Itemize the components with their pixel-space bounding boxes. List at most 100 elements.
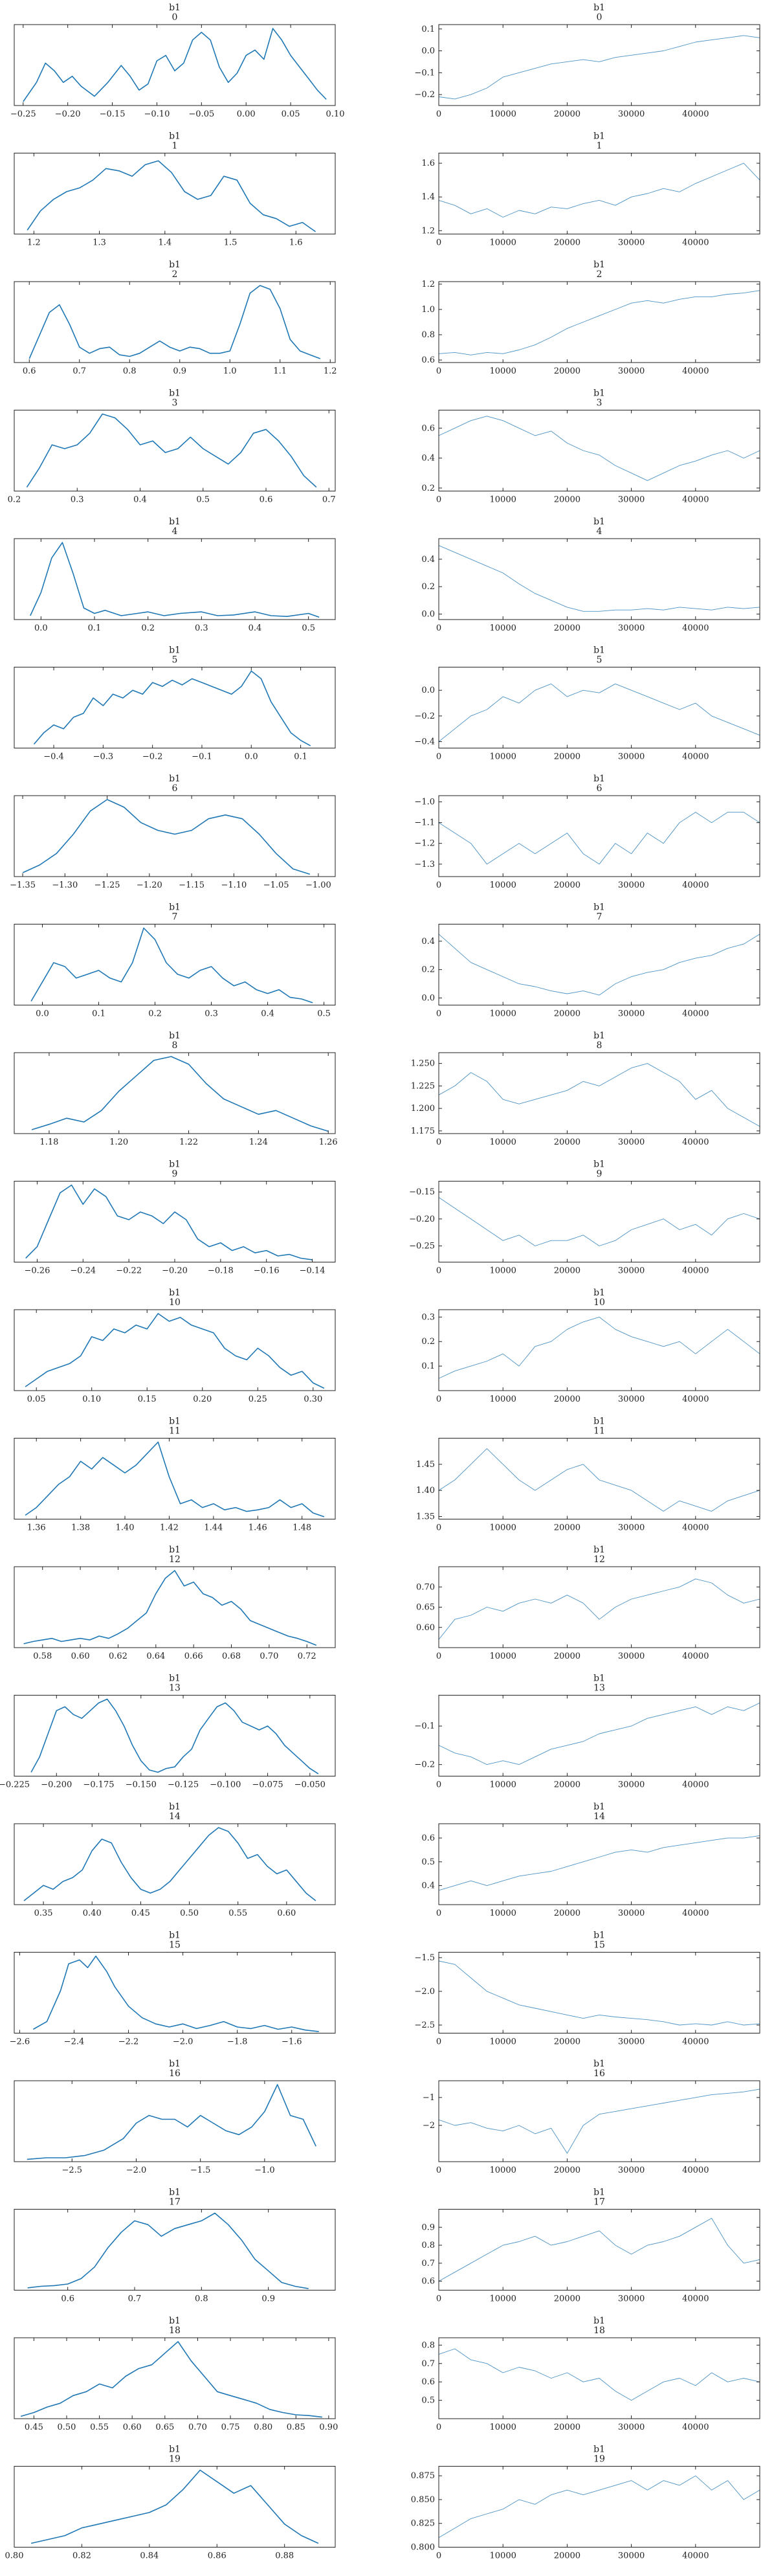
panel-title-line: 10 — [593, 1297, 605, 1308]
panel-title-line: 11 — [593, 1426, 605, 1437]
density-curve — [23, 28, 327, 102]
panel-title-line: 2 — [172, 269, 178, 280]
trace-line — [438, 1835, 760, 1891]
y-tick-label: 0.6 — [421, 1833, 435, 1843]
x-tick-label: 20000 — [554, 2551, 581, 2561]
x-tick-label: 30000 — [618, 623, 645, 633]
x-tick-label: 0 — [436, 880, 441, 890]
density-panel-6: b16 −1.35 −1.30 −1.25 −1.20 −1.15 −1.10 −1.05 −1… — [10, 774, 336, 890]
density-panel-9: b19 −0.26 −0.24 −0.22 −0.20 −0.18 −0.16 −0.14 — [14, 1159, 336, 1276]
x-tick-label: 20000 — [554, 2037, 581, 2047]
x-tick-label: 1.22 — [179, 1137, 198, 1147]
x-tick-label: 30000 — [618, 2294, 645, 2304]
x-tick-label: 10000 — [490, 2423, 516, 2432]
x-tick-label: −2.6 — [10, 2037, 30, 2047]
panel-title-line: b1 — [169, 388, 181, 399]
x-tick-label: 40000 — [682, 752, 709, 762]
x-tick-label: 0 — [436, 1523, 441, 1533]
x-tick-label: −0.24 — [70, 1266, 96, 1276]
density-panel-3: b13 0.2 0.3 0.4 0.5 0.6 0.7 — [8, 388, 336, 505]
panel-title-line: b1 — [169, 1802, 181, 1812]
panel-title-line: b1 — [169, 1545, 181, 1555]
x-tick-label: 0.72 — [298, 1652, 316, 1661]
x-tick-label: 10000 — [490, 109, 516, 119]
axes-frame — [14, 1566, 336, 1648]
y-tick-label: 1.225 — [411, 1081, 435, 1091]
x-tick-label: −1.00 — [305, 880, 331, 890]
x-tick-label: 0 — [436, 752, 441, 762]
x-tick-label: 20000 — [554, 623, 581, 633]
density-curve — [27, 2212, 309, 2289]
x-tick-label: −2.4 — [64, 2037, 85, 2047]
y-tick-label: 0.8 — [421, 2340, 435, 2350]
x-tick-label: 0 — [436, 2551, 441, 2561]
x-tick-label: 10000 — [490, 2551, 516, 2561]
panel-title-line: 1 — [172, 141, 178, 151]
x-tick-label: 0.4 — [261, 1009, 274, 1019]
y-tick-label: 0.8 — [421, 2241, 435, 2250]
panel-title-line: b1 — [593, 2445, 605, 2455]
panel-title-line: 14 — [169, 1811, 181, 1822]
x-tick-label: 20000 — [554, 1266, 581, 1276]
panel-title-line: b1 — [593, 1417, 605, 1427]
x-tick-label: −0.150 — [126, 1780, 157, 1790]
x-tick-label: −1.30 — [52, 880, 78, 890]
y-tick-label: 0.4 — [421, 555, 435, 565]
trace-line — [438, 1578, 760, 1640]
panel-title-line: 15 — [169, 1940, 181, 1951]
axes-frame — [438, 1695, 760, 1776]
x-tick-label: 0.10 — [326, 109, 345, 119]
x-tick-label: 0.25 — [249, 1394, 267, 1404]
x-tick-label: −0.3 — [93, 752, 114, 762]
axes-frame — [438, 2209, 760, 2290]
density-curve — [25, 1441, 325, 1518]
panel-title-line: b1 — [593, 902, 605, 913]
x-tick-label: 30000 — [618, 495, 645, 505]
x-tick-label: 40000 — [682, 2551, 709, 2561]
x-tick-label: 0.0 — [36, 1009, 49, 1019]
x-tick-label: 1.6 — [289, 238, 303, 248]
x-tick-label: 0.82 — [72, 2551, 91, 2561]
axes-frame — [14, 1181, 336, 1262]
x-tick-label: 0.50 — [180, 1909, 199, 1918]
axes-frame — [438, 153, 760, 234]
x-tick-label: 10000 — [490, 2166, 516, 2175]
x-tick-label: −0.125 — [168, 1780, 199, 1790]
x-tick-label: −0.14 — [300, 1266, 326, 1276]
x-tick-label: −1.35 — [10, 880, 36, 890]
x-tick-label: 30000 — [618, 2551, 645, 2561]
trace-line — [438, 1702, 760, 1765]
x-tick-label: 30000 — [618, 1394, 645, 1404]
x-tick-label: 0.7 — [72, 366, 86, 376]
trace-line — [438, 1316, 760, 1379]
y-tick-label: 0.60 — [416, 1623, 435, 1633]
panel-title-line: b1 — [169, 1417, 181, 1427]
x-tick-label: 1.18 — [39, 1137, 58, 1147]
x-tick-label: 1.40 — [116, 1523, 135, 1533]
panel-title-line: b1 — [593, 2059, 605, 2069]
panel-title-line: b1 — [169, 131, 181, 142]
x-tick-label: 20000 — [554, 880, 581, 890]
x-tick-label: 10000 — [490, 1266, 516, 1276]
x-tick-label: 30000 — [618, 752, 645, 762]
x-tick-label: 0.7 — [128, 2294, 142, 2304]
x-tick-label: 0.65 — [155, 2423, 174, 2432]
panel-title-line: b1 — [593, 645, 605, 656]
y-tick-label: 0.0 — [421, 610, 435, 620]
density-curve — [23, 1570, 317, 1646]
x-tick-label: −0.15 — [100, 109, 126, 119]
trace-line — [438, 416, 760, 481]
x-tick-label: 1.36 — [27, 1523, 46, 1533]
x-tick-label: 0 — [436, 1909, 441, 1918]
y-tick-label: 1.175 — [411, 1126, 435, 1136]
density-curve — [26, 413, 317, 488]
axes-frame — [14, 924, 336, 1005]
x-tick-label: 10000 — [490, 1523, 516, 1533]
x-tick-label: 0 — [436, 2166, 441, 2175]
x-tick-label: 0.9 — [261, 2294, 275, 2304]
y-tick-label: −1.1 — [414, 818, 435, 828]
x-tick-label: 1.2 — [324, 366, 337, 376]
x-tick-label: 0.5 — [196, 495, 210, 505]
